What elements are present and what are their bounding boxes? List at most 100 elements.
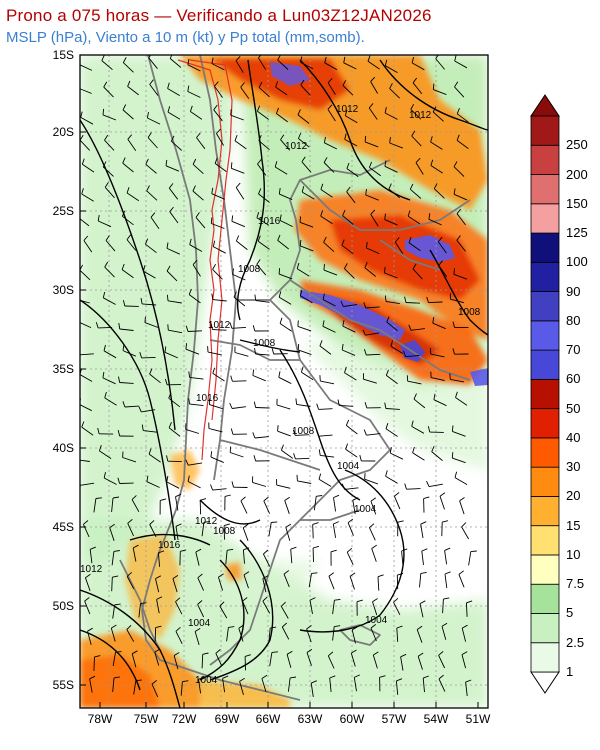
wind-barb-feather [411, 130, 416, 137]
wind-barb-staff [322, 325, 336, 333]
wind-barb-staff [164, 351, 178, 359]
wind-barb-feather [126, 187, 130, 194]
wind-barb-feather [173, 652, 180, 656]
wind-barb-staff [286, 654, 292, 668]
isobar-label: 1016 [258, 216, 281, 227]
wind-barb-feather [323, 136, 326, 143]
wind-barb-staff [212, 329, 227, 331]
isobar-label: 1008 [292, 426, 315, 437]
wind-barb-staff [388, 188, 401, 199]
wind-barb-feather [202, 652, 209, 655]
wind-barb-feather [166, 294, 169, 301]
wind-barb-feather [319, 340, 323, 347]
wind-barb-feather [126, 624, 132, 630]
wind-barb-staff [257, 163, 267, 176]
wind-barb-feather [396, 625, 403, 629]
wind-barb-staff [230, 452, 244, 458]
wind-barb-staff [346, 191, 356, 204]
wind-barb-feather [212, 240, 216, 247]
wind-barb-feather [449, 373, 451, 380]
wind-barb-staff [405, 302, 420, 304]
wind-barb-feather [279, 214, 282, 221]
wind-barb-feather [180, 549, 187, 552]
wind-barb-feather [118, 322, 121, 330]
wind-barb-feather [442, 520, 449, 523]
wind-barb-feather [146, 112, 149, 119]
wind-barb-feather [218, 573, 224, 578]
wind-barb-feather [151, 680, 157, 685]
wind-barb-feather [131, 495, 137, 500]
wind-barb-feather [452, 348, 455, 355]
wind-barb-feather [465, 679, 472, 683]
wind-barb-staff [385, 408, 400, 410]
wind-barb-staff [343, 304, 358, 307]
wind-barb-staff [149, 84, 159, 96]
wind-barb-feather [301, 186, 305, 193]
wind-barb-staff [103, 477, 117, 485]
wind-barb-staff [413, 398, 426, 409]
wind-barb-feather [230, 109, 232, 116]
lat-label: 35S [52, 362, 74, 376]
wind-barb-staff [461, 526, 469, 540]
wind-barb-staff [453, 166, 465, 177]
wind-barb-staff [127, 523, 135, 537]
isobar-label: 1008 [213, 526, 236, 537]
wind-barb-staff [209, 404, 223, 410]
wind-barb-feather [300, 366, 304, 373]
wind-barb-feather [284, 496, 290, 501]
colorbar-tick-label: 1 [566, 664, 574, 679]
wind-barb-feather [109, 523, 115, 528]
wind-barb-feather [342, 80, 347, 86]
wind-barb-feather [286, 650, 293, 655]
wind-barb-feather [290, 676, 297, 679]
isobar-label: 1012 [285, 141, 308, 152]
wind-barb-staff [192, 163, 204, 175]
wind-barb-feather [252, 369, 255, 376]
wind-barb-feather [323, 264, 325, 271]
wind-barb-staff [243, 574, 249, 589]
colorbar-bin [530, 642, 560, 673]
isobar-label: 1008 [253, 338, 276, 349]
isobars [80, 59, 488, 708]
wind-barb-staff [148, 57, 158, 69]
wind-barb-staff [127, 86, 139, 96]
wind-barb-feather [127, 80, 131, 87]
wind-barbs [80, 55, 477, 698]
wind-barb-staff [410, 109, 422, 120]
wind-barb-staff [122, 215, 134, 226]
wind-barb-staff [437, 241, 447, 254]
wind-barb-feather [254, 348, 257, 355]
wind-barb-feather [150, 212, 156, 218]
wind-barb-staff [263, 500, 271, 514]
wind-barb-feather [370, 76, 376, 82]
wind-barb-staff [405, 355, 420, 358]
wind-barb-staff [366, 433, 381, 436]
wind-barb-staff [412, 268, 423, 280]
wind-barb-staff [175, 496, 179, 511]
wind-barb-staff [101, 60, 113, 71]
map-title: Prono a 075 horas — Verificando a Lun03Z… [6, 6, 432, 25]
wind-barb-staff [346, 168, 359, 178]
wind-barb-staff [306, 628, 312, 643]
wind-barb-staff [412, 452, 425, 461]
wind-barb-staff [430, 353, 445, 358]
wind-barb-feather [243, 571, 250, 576]
wind-barb-staff [320, 189, 333, 198]
wind-barb-staff [432, 322, 446, 330]
wind-barb-staff [133, 680, 137, 695]
wind-barb-staff [394, 241, 404, 255]
wind-barb-feather [228, 626, 235, 628]
wind-barb-staff [465, 682, 468, 697]
wind-barb-staff [80, 353, 94, 356]
wind-barb-staff [213, 109, 223, 122]
wind-barb-feather [328, 572, 335, 577]
wind-barb-staff [80, 218, 90, 227]
lat-label: 15S [52, 48, 74, 62]
colorbar-bin [530, 583, 560, 614]
wind-barb-staff [126, 576, 135, 590]
wind-barb-feather [309, 597, 316, 601]
wind-barb-staff [256, 264, 267, 276]
wind-barb-staff [389, 142, 403, 149]
wind-barb-staff [81, 426, 94, 436]
wind-barb-feather [114, 603, 121, 606]
